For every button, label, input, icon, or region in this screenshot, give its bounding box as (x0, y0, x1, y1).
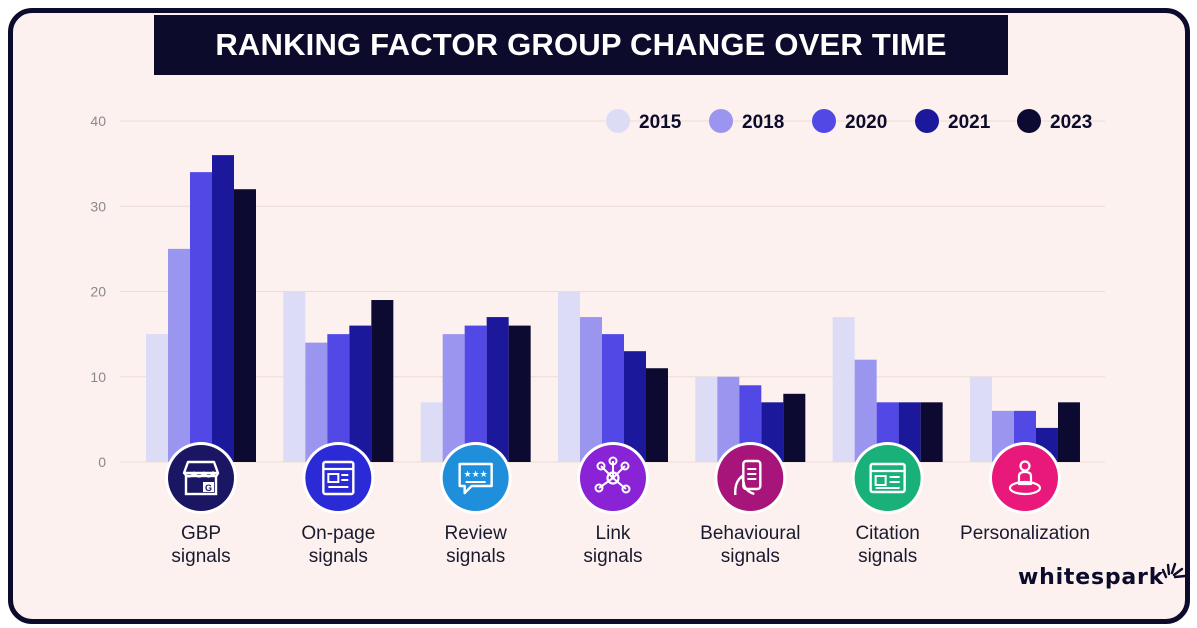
category-label: Link (596, 523, 631, 544)
legend-swatch (1017, 109, 1041, 133)
bar (832, 317, 855, 462)
bar (464, 325, 487, 462)
webpage-icon (322, 460, 355, 496)
category-label: GBP (181, 523, 221, 544)
legend-swatch (915, 109, 939, 133)
bar (146, 334, 168, 462)
y-tick-label: 10 (90, 369, 106, 385)
bar (969, 376, 992, 462)
bar (1057, 402, 1080, 462)
category-label: Behavioural (700, 523, 800, 544)
legend-label: 2018 (742, 112, 784, 133)
icon-badge (442, 445, 509, 511)
whitespark-logo: whitespark (1018, 562, 1194, 590)
category-label: signals (721, 546, 780, 567)
y-tick-label: 0 (98, 454, 106, 470)
icon-stroke (182, 460, 220, 475)
icon-stroke (327, 473, 340, 483)
icon-stroke (874, 475, 887, 486)
legend-swatch (709, 109, 733, 133)
bar (283, 291, 306, 462)
bar (442, 334, 465, 462)
bar (190, 172, 212, 462)
legend-label: 2021 (948, 112, 991, 133)
legend-label: 2023 (1050, 112, 1092, 133)
legend-swatch (812, 109, 836, 133)
bar (234, 189, 256, 462)
icon-stroke (620, 461, 630, 471)
bar (508, 325, 531, 462)
icon-glyph: ★ (464, 470, 472, 480)
y-tick-label: 20 (90, 284, 106, 300)
icon-stroke (734, 474, 755, 496)
y-tick-label: 40 (90, 113, 106, 129)
storefront-icon: G (182, 460, 220, 496)
category-label: signals (583, 546, 642, 567)
y-tick-label: 30 (90, 198, 106, 214)
person-location-icon (1008, 460, 1042, 496)
icon-stroke (322, 460, 355, 496)
bar (371, 300, 394, 462)
icon-stroke (1019, 460, 1031, 472)
category-label: Citation (855, 523, 919, 544)
bar (327, 334, 350, 462)
chart-title: RANKING FACTOR GROUP CHANGE OVER TIME (215, 27, 947, 62)
bar (579, 317, 602, 462)
category-label: On-page (301, 523, 375, 544)
category-label: signals (446, 546, 505, 567)
legend-label: 2020 (845, 112, 887, 133)
legend-label: 2015 (639, 112, 682, 133)
category-label: signals (858, 546, 917, 567)
bar (920, 402, 943, 462)
icon-stroke (1017, 470, 1033, 486)
bar (168, 248, 190, 462)
bar (783, 393, 806, 462)
category-label: Review (445, 523, 508, 544)
bar (717, 376, 740, 462)
icon-badge (991, 445, 1058, 511)
icon-stroke (203, 482, 214, 492)
category-label: signals (309, 546, 368, 567)
bar (212, 155, 234, 462)
bar (695, 376, 718, 462)
spark-icon (1161, 562, 1187, 579)
bar (854, 359, 877, 462)
category-label: Personalization (960, 523, 1090, 544)
icon-badge (854, 445, 921, 511)
bar (623, 351, 646, 462)
icon-stroke (184, 474, 218, 496)
listing-icon (869, 462, 906, 494)
phone-hand-icon (734, 459, 762, 496)
link-network-icon (594, 456, 631, 494)
icon-stroke (596, 461, 606, 471)
icon-glyph: ★ (472, 470, 480, 480)
icon-stroke (458, 462, 493, 495)
title-banner: RANKING FACTOR GROUP CHANGE OVER TIME (154, 15, 1008, 75)
bar (557, 291, 580, 462)
bar (305, 342, 328, 462)
legend-swatch (606, 109, 630, 133)
icon-stroke (594, 483, 604, 493)
logo-wordmark: whitespark (1018, 565, 1165, 590)
category-label: signals (171, 546, 230, 567)
bar (601, 334, 624, 462)
icon-stroke (1008, 480, 1042, 496)
bar (420, 402, 443, 462)
bar (349, 325, 372, 462)
icon-stroke (608, 456, 618, 466)
icon-glyph: G (205, 483, 212, 493)
bar (645, 368, 668, 462)
icon-stroke (621, 484, 631, 494)
icon-badge (168, 445, 234, 511)
icon-glyph: ★ (480, 470, 488, 480)
icon-stroke (606, 471, 620, 485)
icon-stroke (742, 459, 762, 491)
review-stars-icon: ★ ★ ★ (458, 462, 493, 495)
bar (486, 317, 509, 462)
icon-stroke (869, 462, 906, 494)
